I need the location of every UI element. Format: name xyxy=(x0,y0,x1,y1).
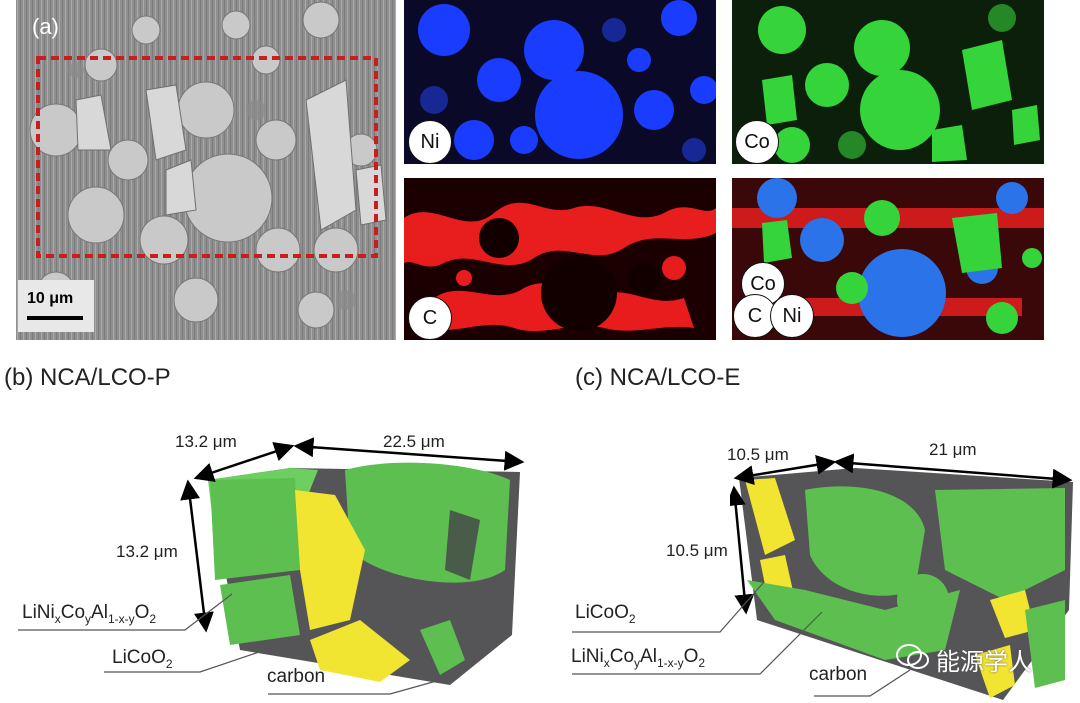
panel-c-heading: (c) NCA/LCO-E xyxy=(575,364,741,391)
overlay-ni-label: Ni xyxy=(770,294,814,338)
watermark-text: 能源学人 xyxy=(936,649,1032,676)
reconstruction-3d-c xyxy=(735,460,1080,703)
callout-lines-b xyxy=(18,593,441,695)
dim-arrows-c xyxy=(730,453,1073,615)
co-map-label: Co xyxy=(735,120,779,164)
panel-b-heading: (b) NCA/LCO-P xyxy=(4,364,171,391)
dim-width-b: 22.5 μm xyxy=(383,432,445,451)
callout-nca-b: LiNixCoyAl1-x-yO2 xyxy=(22,602,157,626)
dim-width-c: 21 μm xyxy=(929,440,977,459)
scale-bar-label: 10 μm xyxy=(27,290,74,307)
wechat-icon xyxy=(896,644,929,669)
c-map xyxy=(404,178,716,340)
panel-a-label: (a) xyxy=(32,14,59,39)
callout-carbon-c: carbon xyxy=(809,664,868,685)
callout-lco-b: LiCoO2 xyxy=(112,647,173,671)
co-map xyxy=(732,0,1044,164)
ni-map-label: Ni xyxy=(408,120,452,164)
scale-bar xyxy=(27,316,83,320)
callout-lco-c: LiCoO2 xyxy=(575,602,636,626)
callout-lines-c xyxy=(572,581,911,697)
dim-arrows-b xyxy=(180,437,525,633)
dim-height-c: 10.5 μm xyxy=(666,541,728,560)
reconstruction-3d-b xyxy=(150,420,530,703)
dim-depth-c: 10.5 μm xyxy=(727,445,789,464)
callout-nca-c: LiNixCoyAl1-x-yO2 xyxy=(571,646,706,670)
scale-bar-box xyxy=(18,280,94,332)
callout-carbon-b: carbon xyxy=(267,666,326,687)
dim-height-b: 13.2 μm xyxy=(116,542,178,561)
dim-depth-b: 13.2 μm xyxy=(175,432,237,451)
overlay-map xyxy=(732,178,1044,340)
roi-rectangle xyxy=(36,56,378,258)
c-map-label: C xyxy=(408,296,452,340)
ni-map xyxy=(404,0,716,164)
